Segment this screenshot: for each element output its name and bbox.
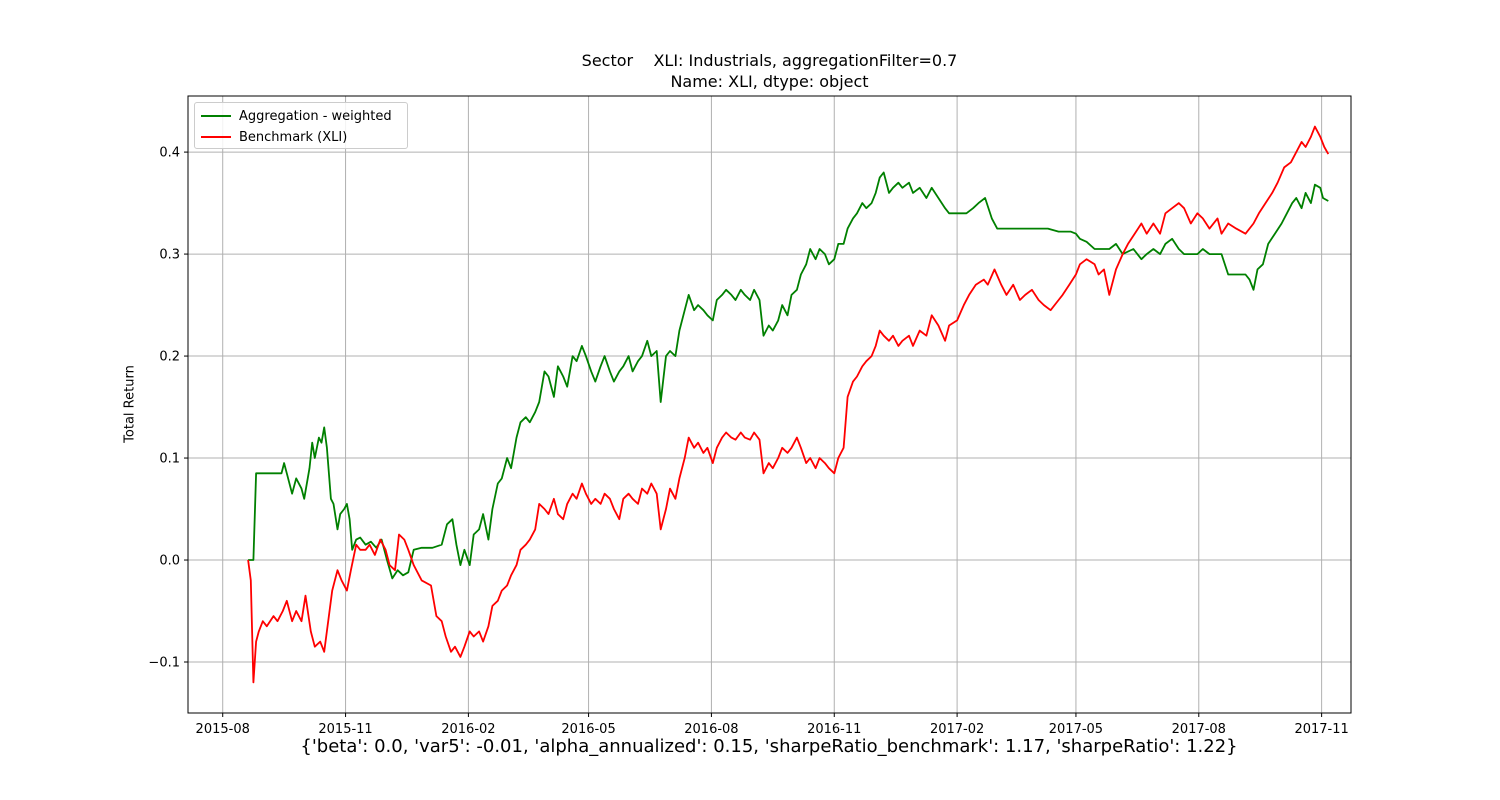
y-axis-label: Total Return	[122, 365, 138, 443]
x-tick-label: 2016-02	[441, 722, 495, 737]
series-line-benchmark	[247, 125, 1330, 684]
legend-label-aggregation: Aggregation - weighted	[239, 108, 392, 124]
y-tick-label: 0.2	[159, 350, 180, 365]
x-tick-label: 2017-05	[1049, 722, 1103, 737]
y-tick-label: 0.3	[159, 248, 180, 263]
stats-footer: {'beta': 0.0, 'var5': -0.01, 'alpha_annu…	[300, 736, 1238, 757]
x-axis: 2015-08 2015-11 2016-02 2016-05 2016-08 2016-…	[196, 713, 1349, 737]
x-tick-label: 2017-08	[1172, 722, 1226, 737]
legend-swatch-benchmark	[201, 136, 231, 138]
legend-item-benchmark: Benchmark (XLI)	[201, 128, 347, 146]
x-tick-label: 2017-11	[1294, 722, 1348, 737]
grid-lines	[188, 96, 1351, 713]
legend-item-aggregation: Aggregation - weighted	[201, 107, 392, 125]
chart-title-line-2: Name: XLI, dtype: object	[670, 72, 869, 91]
plot-frame	[187, 95, 1352, 714]
legend-label-benchmark: Benchmark (XLI)	[239, 129, 348, 145]
x-tick-label: 2016-05	[561, 722, 615, 737]
series-lines	[247, 125, 1330, 684]
y-tick-label: 0.0	[159, 554, 180, 569]
x-tick-label: 2015-11	[318, 722, 372, 737]
y-tick-label: 0.1	[159, 452, 180, 467]
x-tick-label: 2016-08	[684, 722, 738, 737]
legend-swatch-aggregation	[201, 115, 231, 117]
series-line-aggregation	[248, 171, 1329, 580]
x-tick-label: 2016-11	[807, 722, 861, 737]
chart-title-line-1: Sector XLI: Industrials, aggregationFilt…	[581, 51, 958, 70]
legend: Aggregation - weighted Benchmark (XLI)	[194, 102, 408, 149]
y-tick-label: 0.4	[159, 146, 180, 161]
y-axis: −0.1 0.0 0.1 0.2 0.3 0.4	[148, 146, 188, 671]
x-tick-label: 2017-02	[930, 722, 984, 737]
y-tick-label: −0.1	[148, 656, 180, 671]
x-tick-label: 2015-08	[196, 722, 250, 737]
